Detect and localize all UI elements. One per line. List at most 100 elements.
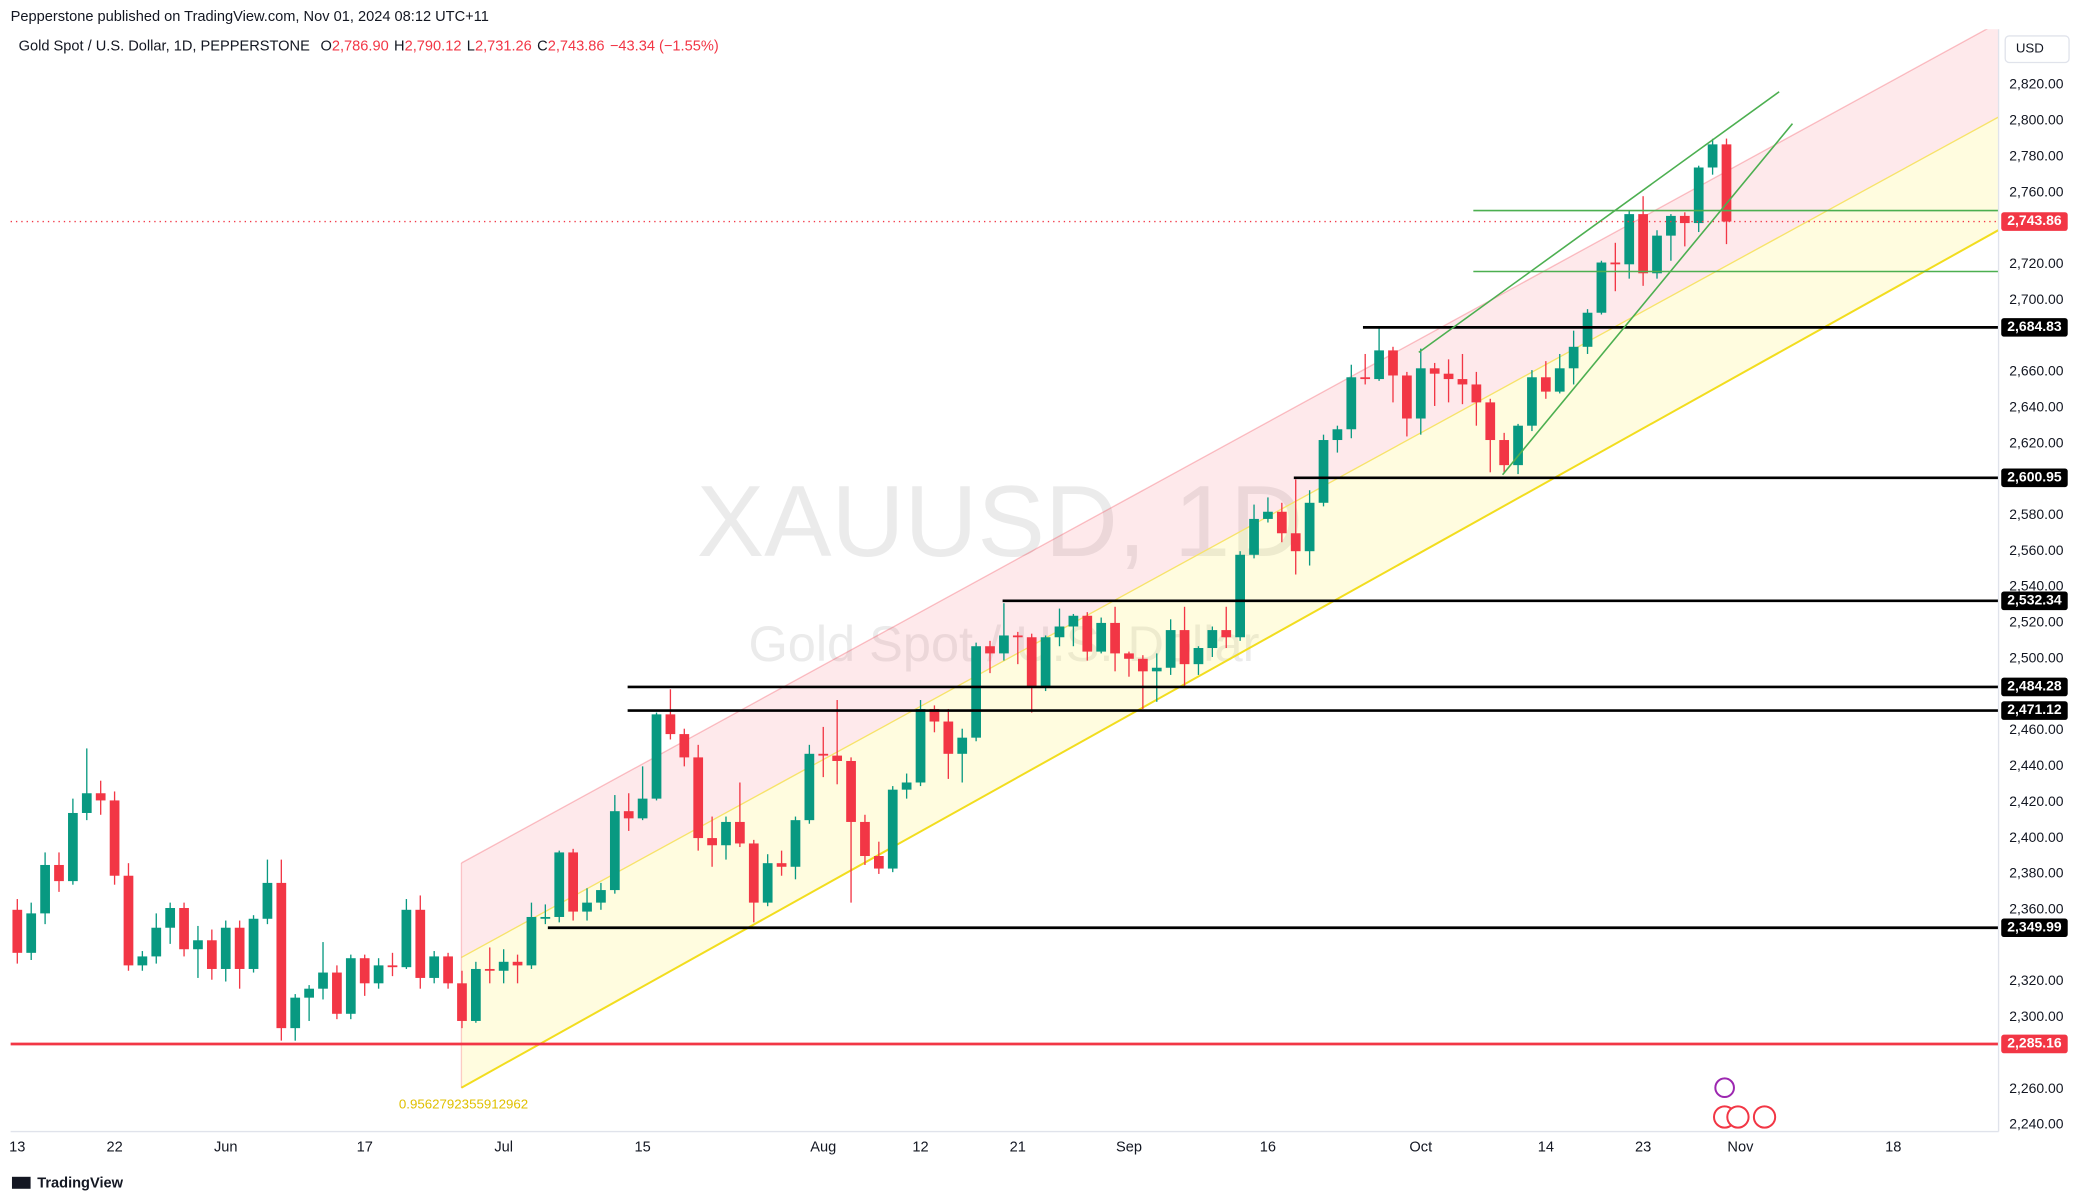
candle-body bbox=[1276, 511, 1287, 534]
candle-body bbox=[401, 909, 412, 968]
level-label-box bbox=[2001, 318, 2068, 337]
candle-body bbox=[1165, 630, 1176, 668]
candle-body bbox=[1235, 554, 1245, 638]
candle-body bbox=[1568, 346, 1579, 369]
candle-body bbox=[512, 961, 523, 966]
candle-body bbox=[1707, 144, 1718, 168]
candle-body bbox=[1499, 440, 1510, 466]
candle-body bbox=[1693, 167, 1704, 224]
event-flag[interactable] bbox=[1752, 1105, 1777, 1129]
candle-body bbox=[1193, 648, 1204, 665]
candle-body bbox=[1624, 214, 1635, 265]
candle-body bbox=[1388, 350, 1398, 376]
candle-body bbox=[846, 760, 856, 822]
candle-body bbox=[1138, 658, 1148, 672]
x-tick-label: Nov bbox=[1727, 1139, 1754, 1155]
y-tick-label: 2,380.00 bbox=[2009, 865, 2064, 881]
candle-body bbox=[1221, 630, 1232, 638]
candle-body bbox=[359, 958, 370, 984]
candle-body bbox=[165, 908, 176, 928]
candle-body bbox=[429, 956, 440, 978]
y-tick-label: 2,420.00 bbox=[2009, 793, 2064, 809]
channel-label: 0.9562792355912962 bbox=[399, 1097, 528, 1112]
candle-body bbox=[1026, 637, 1037, 688]
y-tick-label: 2,800.00 bbox=[2009, 112, 2064, 128]
ohlc-value: 2,790.12 bbox=[405, 38, 462, 54]
change: −43.34 (−1.55%) bbox=[610, 38, 719, 54]
channel-lower-band bbox=[461, 117, 1999, 1088]
candle-body bbox=[12, 909, 23, 953]
currency[interactable]: USD bbox=[2016, 41, 2044, 56]
candle-body bbox=[679, 734, 690, 758]
channel-upper-band bbox=[461, 29, 1999, 958]
candle-body bbox=[248, 918, 259, 969]
candle-body bbox=[332, 972, 342, 1014]
y-tick-label: 2,300.00 bbox=[2009, 1008, 2064, 1024]
candle-body bbox=[1402, 375, 1412, 419]
candle-body bbox=[609, 811, 620, 891]
candle-body bbox=[540, 916, 551, 919]
candle-body bbox=[1471, 384, 1482, 403]
event-icon[interactable] bbox=[1714, 1077, 1735, 1099]
candle-body bbox=[443, 956, 453, 984]
candle-body bbox=[804, 753, 815, 821]
candle-body bbox=[109, 800, 120, 876]
candle-body bbox=[40, 864, 50, 914]
y-tick-label: 2,660.00 bbox=[2009, 363, 2064, 379]
candle-body bbox=[387, 965, 398, 968]
x-tick-label: Aug bbox=[810, 1139, 836, 1155]
y-tick-label: 2,520.00 bbox=[2009, 614, 2064, 630]
channel bbox=[460, 29, 1999, 1089]
ohlc-key: C bbox=[537, 38, 548, 54]
y-tick-label: 2,400.00 bbox=[2009, 829, 2064, 845]
brand: TradingView bbox=[37, 1175, 123, 1191]
candle-body bbox=[290, 997, 301, 1029]
candle-body bbox=[1527, 377, 1537, 426]
candle-body bbox=[1332, 429, 1343, 441]
candle-body bbox=[68, 812, 78, 882]
y-tick-label: 2,540.00 bbox=[2009, 578, 2064, 594]
level-label: 2,684.83 bbox=[2007, 318, 2062, 334]
candle-body bbox=[721, 821, 731, 846]
level-label-box bbox=[2001, 468, 2068, 488]
channel-top bbox=[461, 29, 1988, 864]
candle-body bbox=[206, 940, 217, 969]
y-tick-label: 2,360.00 bbox=[2009, 900, 2064, 916]
x-tick-label: 16 bbox=[1260, 1139, 1276, 1155]
candle-body bbox=[373, 965, 384, 984]
candle-body bbox=[1596, 262, 1607, 313]
candle-body bbox=[1721, 144, 1732, 222]
candle-body bbox=[651, 714, 662, 799]
last-price-box bbox=[2001, 212, 2068, 231]
candle-body bbox=[999, 635, 1009, 654]
symbol-legend: Gold Spot / U.S. Dollar, 1D, PEPPERSTONE… bbox=[19, 38, 719, 54]
watermark-symbol: XAUUSD, 1D bbox=[697, 466, 1303, 578]
candle-body bbox=[873, 856, 884, 869]
candle-body bbox=[762, 863, 773, 903]
symbol: Gold Spot / U.S. Dollar, 1D, PEPPERSTONE bbox=[19, 38, 310, 54]
y-tick-label: 2,640.00 bbox=[2009, 398, 2064, 414]
candle-body bbox=[1485, 402, 1496, 441]
candle-body bbox=[1443, 373, 1454, 380]
price-labels: 2,684.83 2,600.95 2,532.34 2,484.28 2,471.12… bbox=[2001, 212, 2068, 1054]
candle-body bbox=[832, 755, 843, 761]
currency-button[interactable] bbox=[2004, 35, 2070, 64]
candle-body bbox=[1151, 667, 1162, 672]
candle-body bbox=[929, 708, 940, 722]
candle-body bbox=[1068, 615, 1079, 627]
candle-body bbox=[1679, 215, 1690, 224]
ohlc-key: H bbox=[394, 38, 405, 54]
level-label-box bbox=[2001, 591, 2068, 611]
candle-body bbox=[985, 646, 995, 654]
candle-body bbox=[1638, 214, 1648, 274]
candle-body bbox=[776, 863, 787, 867]
level-label: 2,600.95 bbox=[2007, 468, 2062, 484]
candle-body bbox=[234, 927, 245, 969]
candle-body bbox=[1554, 368, 1565, 392]
event-flag[interactable] bbox=[1726, 1105, 1750, 1129]
candle-body bbox=[345, 958, 356, 1014]
candle-body bbox=[1360, 377, 1371, 380]
level-label-box bbox=[2001, 1034, 2068, 1054]
level-label: 2,532.34 bbox=[2007, 591, 2062, 607]
candle-body bbox=[1179, 630, 1190, 665]
